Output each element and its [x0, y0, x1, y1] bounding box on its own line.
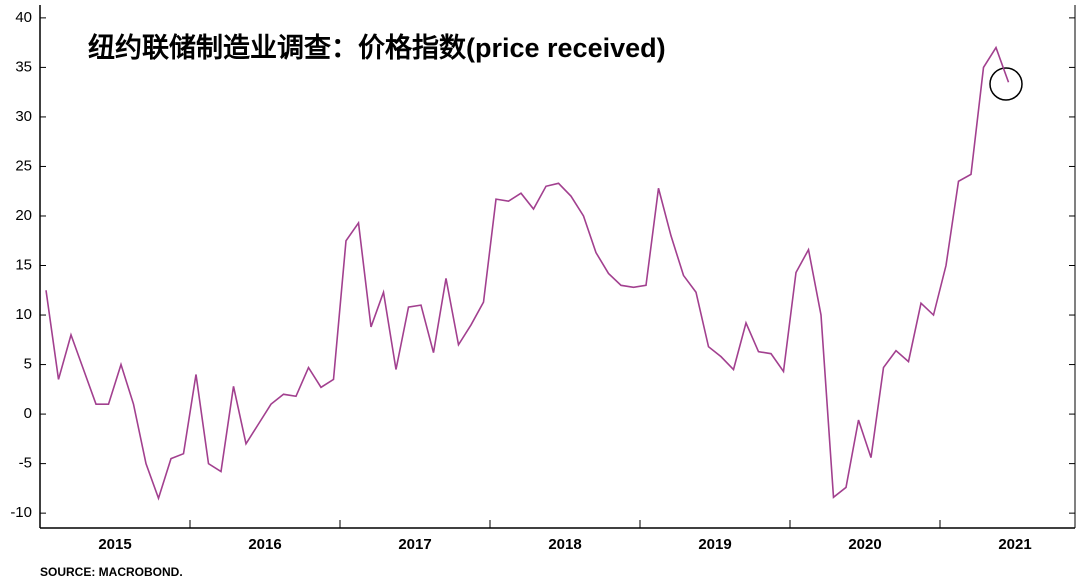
y-tick-label: 0	[24, 405, 32, 422]
x-tick-label: 2016	[248, 536, 281, 553]
line	[45, 45, 1010, 501]
x-tick-label: 2020	[848, 536, 881, 553]
source: SOURCE: MACROBOND.	[40, 565, 183, 579]
y-tick-label: -10	[10, 504, 32, 521]
x-tick-label: 2021	[998, 536, 1031, 553]
y-tick-label: 35	[15, 58, 32, 75]
highlight-circle	[989, 67, 1023, 101]
x-tick-label: 2015	[98, 536, 131, 553]
y-tick-label: 5	[24, 356, 32, 373]
y-tick-label: 15	[15, 256, 32, 273]
y-tick-label: 40	[15, 9, 32, 26]
y-tick-label: 25	[15, 157, 32, 174]
x-tick-label: 2019	[698, 536, 731, 553]
x-tick-label: 2017	[398, 536, 431, 553]
y-tick-label: 20	[15, 207, 32, 224]
y-tick-label: 30	[15, 108, 32, 125]
x-tick-label: 2018	[548, 536, 581, 553]
chart-title: 纽约联储制造业调查：价格指数(price received)	[88, 32, 666, 63]
y-tick-label: -5	[19, 455, 32, 472]
y-tick-label: 10	[15, 306, 32, 323]
